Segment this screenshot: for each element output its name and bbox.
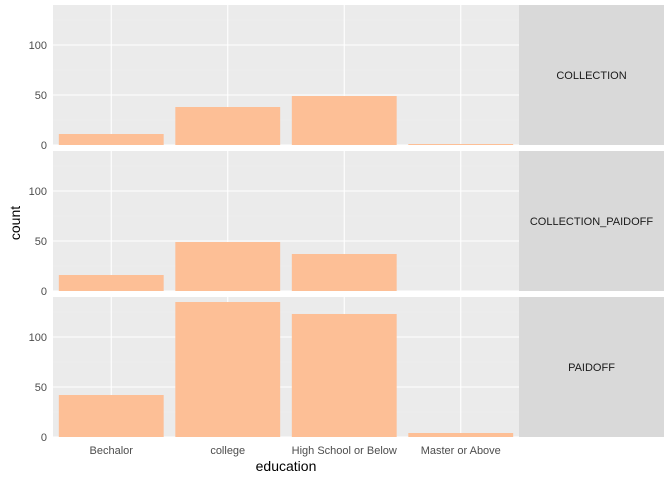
y-tick-label: 0 — [41, 140, 47, 152]
x-axis-title: education — [256, 458, 317, 474]
x-tick-label: High School or Below — [292, 445, 397, 457]
facet-panel-2: 0 50 100 PAIDOFF — [29, 297, 664, 444]
facet-panel-1: 0 50 100 COLLECTION_PAIDOFF — [29, 151, 664, 298]
bar-paidoff-0 — [58, 395, 164, 437]
bar-collection_paidoff-2 — [291, 254, 397, 291]
facet-strip — [519, 5, 664, 145]
x-tick-label: Bechalor — [90, 445, 134, 457]
x-tick-label: Master or Above — [421, 445, 501, 457]
y-tick-label: 0 — [41, 286, 47, 298]
bar-collection_paidoff-1 — [175, 242, 281, 291]
facet-strip — [519, 297, 664, 437]
bar-collection-0 — [58, 134, 164, 145]
y-tick-label: 50 — [35, 90, 47, 102]
y-tick-label: 100 — [29, 332, 47, 344]
x-tick-label: college — [210, 445, 245, 457]
facet-panel-0: 0 50 100 COLLECTION — [29, 5, 664, 152]
bar-collection-2 — [291, 96, 397, 145]
y-tick-label: 50 — [35, 382, 47, 394]
bar-paidoff-3 — [408, 433, 514, 437]
facet-strip-label: PAIDOFF — [568, 362, 615, 374]
y-tick-label: 0 — [41, 432, 47, 444]
facet-strip — [519, 151, 664, 291]
panel-background — [53, 5, 519, 145]
bar-paidoff-2 — [291, 314, 397, 437]
y-tick-label: 100 — [29, 40, 47, 52]
y-tick-label: 50 — [35, 236, 47, 248]
facet-strip-label: COLLECTION_PAIDOFF — [530, 216, 654, 228]
bar-collection-3 — [408, 144, 514, 145]
bar-paidoff-1 — [175, 302, 281, 437]
bar-collection-1 — [175, 107, 281, 145]
y-axis-title: count — [7, 206, 23, 240]
y-tick-label: 100 — [29, 186, 47, 198]
facet-strip-label: COLLECTION — [556, 70, 626, 82]
panel-background — [53, 151, 519, 291]
bar-collection_paidoff-0 — [58, 275, 164, 291]
